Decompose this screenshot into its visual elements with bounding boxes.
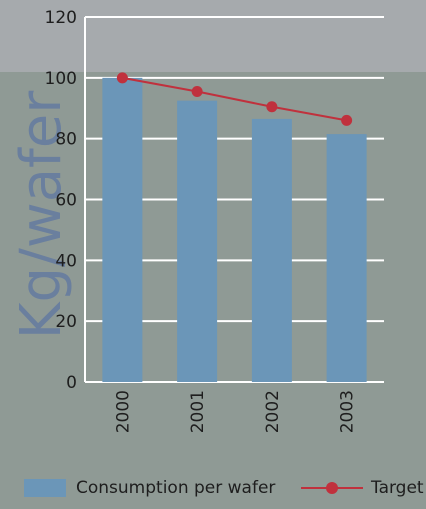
legend-item-target: Target <box>301 478 424 498</box>
y-tick-label: 0 <box>66 373 77 393</box>
y-tick-label: 120 <box>45 8 77 28</box>
x-tick-label: 2001 <box>188 390 208 433</box>
y-tick-label: 60 <box>55 191 77 211</box>
y-axis-label: Kg/wafer <box>9 90 74 339</box>
x-tick-label: 2003 <box>338 390 358 433</box>
bar <box>251 118 292 382</box>
target-series <box>116 72 353 126</box>
legend-line-marker <box>326 482 338 494</box>
x-tick-label: 2000 <box>113 390 133 433</box>
target-line <box>122 76 347 122</box>
legend-swatch-line <box>301 479 363 497</box>
y-tick-labels: 0 20 40 60 80 100 120 <box>45 8 77 393</box>
bar <box>102 77 143 382</box>
bar <box>326 134 367 382</box>
legend-swatch-bar <box>24 479 66 497</box>
legend-label-consumption: Consumption per wafer <box>76 478 276 498</box>
y-tick-label: 40 <box>55 251 77 271</box>
y-tick-label: 100 <box>45 69 77 89</box>
background-top-band <box>0 0 426 72</box>
y-tick-label: 20 <box>55 312 77 332</box>
x-tick-label: 2002 <box>263 390 283 433</box>
target-point <box>341 114 353 126</box>
bar <box>177 100 218 382</box>
x-tick-labels: 2000 2001 2002 2003 <box>113 390 357 433</box>
target-point <box>266 101 278 113</box>
legend: Consumption per wafer Target <box>0 472 426 504</box>
target-point <box>116 72 128 84</box>
legend-label-target: Target <box>371 478 424 498</box>
legend-item-consumption: Consumption per wafer <box>24 478 275 498</box>
target-point <box>191 86 203 98</box>
bars <box>102 77 367 382</box>
y-tick-label: 80 <box>55 130 77 150</box>
